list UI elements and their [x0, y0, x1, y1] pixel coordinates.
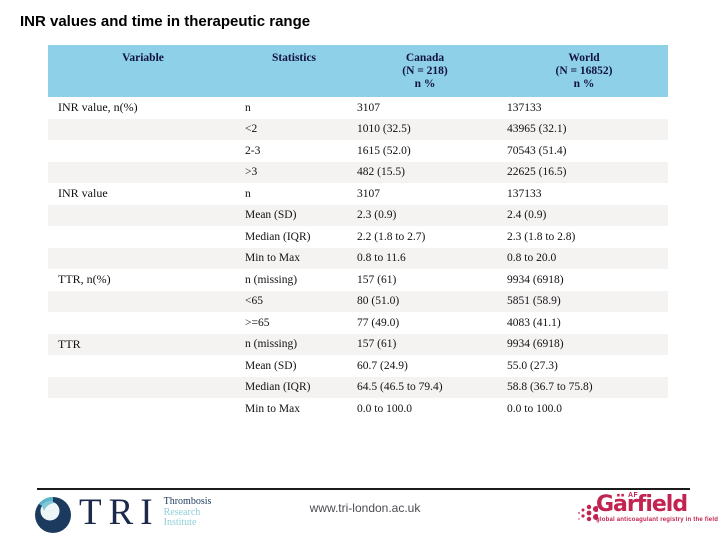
garfield-wordmark: Gärfield: [596, 492, 688, 517]
inr-table: Variable Statistics Canada (N = 218) n %…: [48, 45, 668, 420]
cell-statistic: n (missing): [245, 338, 298, 351]
cell-canada: 3107: [357, 101, 380, 114]
cell-canada: 3107: [357, 187, 380, 200]
footer-website-url: www.tri-london.ac.uk: [309, 501, 421, 515]
table-header-row: Variable Statistics Canada (N = 218) n %…: [48, 45, 668, 97]
cell-statistic: <65: [245, 295, 263, 308]
cell-world: 137133: [507, 187, 542, 200]
cell-variable: INR value: [58, 186, 108, 201]
cell-canada: 77 (49.0): [357, 316, 400, 329]
table-body: INR value, n(%) n 3107 137133 <2 1010 (32.5) 4…: [48, 97, 668, 420]
garfield-af-superscript: AF: [628, 492, 639, 499]
garfield-logo: AF Gärfield global anticoagulant registr…: [578, 489, 719, 523]
garfield-halftone-icon: [578, 504, 598, 522]
col-header-npct: n %: [573, 78, 595, 90]
tri-wordmark: Thrombosis Research Institute: [164, 497, 212, 529]
cell-variable: TTR, n(%): [58, 272, 111, 287]
cell-canada: 1615 (52.0): [357, 144, 411, 157]
cell-statistic: 2-3: [245, 144, 261, 157]
table-row: <65 80 (51.0) 5851 (58.9): [48, 290, 668, 312]
cell-statistic: Min to Max: [245, 402, 300, 415]
cell-world: 55.0 (27.3): [507, 359, 558, 372]
cell-canada: 60.7 (24.9): [357, 359, 408, 372]
table-row: TTR n (missing) 157 (61) 9934 (6918): [48, 333, 668, 355]
cell-canada: 482 (15.5): [357, 166, 405, 179]
cell-canada: 157 (61): [357, 273, 397, 286]
cell-canada: 2.2 (1.8 to 2.7): [357, 230, 426, 243]
cell-statistic: >=65: [245, 316, 270, 329]
cell-canada: 2.3 (0.9): [357, 209, 397, 222]
cell-statistic: n: [245, 101, 251, 114]
col-header-label: Variable: [122, 52, 164, 64]
cell-world: 58.8 (36.7 to 75.8): [507, 381, 593, 394]
table-row: >=65 77 (49.0) 4083 (41.1): [48, 312, 668, 334]
cell-canada: 80 (51.0): [357, 295, 400, 308]
tri-word-institute: Institute: [163, 517, 197, 529]
cell-world: 4083 (41.1): [507, 316, 561, 329]
cell-canada: 64.5 (46.5 to 79.4): [357, 381, 443, 394]
cell-statistic: Mean (SD): [245, 209, 297, 222]
table-row: Min to Max 0.8 to 11.6 0.8 to 20.0: [48, 247, 668, 269]
table-row: Min to Max 0.0 to 100.0 0.0 to 100.0: [48, 398, 668, 420]
table-row: Mean (SD) 60.7 (24.9) 55.0 (27.3): [48, 355, 668, 377]
cell-world: 2.4 (0.9): [507, 209, 547, 222]
cell-world: 2.3 (1.8 to 2.8): [507, 230, 576, 243]
table-row: TTR, n(%) n (missing) 157 (61) 9934 (6918): [48, 269, 668, 291]
table-row: INR value n 3107 137133: [48, 183, 668, 205]
cell-statistic: n (missing): [245, 273, 298, 286]
cell-statistic: Median (IQR): [245, 381, 311, 394]
cell-canada: 0.8 to 11.6: [357, 252, 406, 265]
col-header-canada: Canada (N = 218) n %: [350, 45, 500, 97]
table-row: INR value, n(%) n 3107 137133: [48, 97, 668, 119]
cell-world: 0.8 to 20.0: [507, 252, 557, 265]
table-row: 2-3 1615 (52.0) 70543 (51.4): [48, 140, 668, 162]
tri-word-thrombosis: Thrombosis: [163, 496, 212, 508]
cell-statistic: <2: [245, 123, 258, 136]
col-header-n: (N = 218): [402, 65, 448, 77]
footer-divider: [37, 488, 690, 490]
cell-statistic: Median (IQR): [245, 230, 311, 243]
table-row: Median (IQR) 64.5 (46.5 to 79.4) 58.8 (36.…: [48, 376, 668, 398]
garfield-tagline: global anticoagulant registry in the fie…: [596, 517, 719, 523]
table-row: Median (IQR) 2.2 (1.8 to 2.7) 2.3 (1.8 to …: [48, 226, 668, 248]
col-header-world: World (N = 16852) n %: [500, 45, 668, 97]
col-header-n: (N = 16852): [555, 65, 613, 77]
cell-statistic: >3: [245, 166, 258, 179]
tri-logo: TRI Thrombosis Research Institute: [33, 494, 211, 534]
cell-world: 5851 (58.9): [507, 295, 561, 308]
col-header-variable: Variable: [48, 45, 238, 97]
cell-canada: 157 (61): [357, 338, 397, 351]
table-row: Mean (SD) 2.3 (0.9) 2.4 (0.9): [48, 204, 668, 226]
cell-variable: TTR: [58, 336, 81, 351]
tri-globe-icon: [35, 497, 71, 533]
col-header-npct: n %: [414, 78, 436, 90]
cell-variable: INR value, n(%): [58, 100, 138, 115]
cell-world: 0.0 to 100.0: [507, 402, 562, 415]
cell-world: 22625 (16.5): [507, 166, 567, 179]
col-header-label: Statistics: [271, 52, 317, 64]
cell-statistic: Min to Max: [245, 252, 300, 265]
cell-world: 70543 (51.4): [507, 144, 567, 157]
cell-canada: 1010 (32.5): [357, 123, 411, 136]
cell-statistic: n: [245, 187, 251, 200]
cell-world: 137133: [507, 101, 542, 114]
table-row: >3 482 (15.5) 22625 (16.5): [48, 161, 668, 183]
cell-world: 9934 (6918): [507, 273, 564, 286]
cell-canada: 0.0 to 100.0: [357, 402, 412, 415]
col-header-statistics: Statistics: [238, 45, 350, 97]
col-header-label: Canada: [405, 52, 445, 64]
cell-world: 43965 (32.1): [507, 123, 567, 136]
cell-statistic: Mean (SD): [245, 359, 297, 372]
tri-word-research: Research: [163, 506, 201, 518]
slide-title: INR values and time in therapeutic range: [20, 13, 311, 30]
table-row: <2 1010 (32.5) 43965 (32.1): [48, 118, 668, 140]
tri-acronym: TRI: [79, 492, 160, 533]
cell-world: 9934 (6918): [507, 338, 564, 351]
col-header-label: World: [568, 52, 600, 64]
